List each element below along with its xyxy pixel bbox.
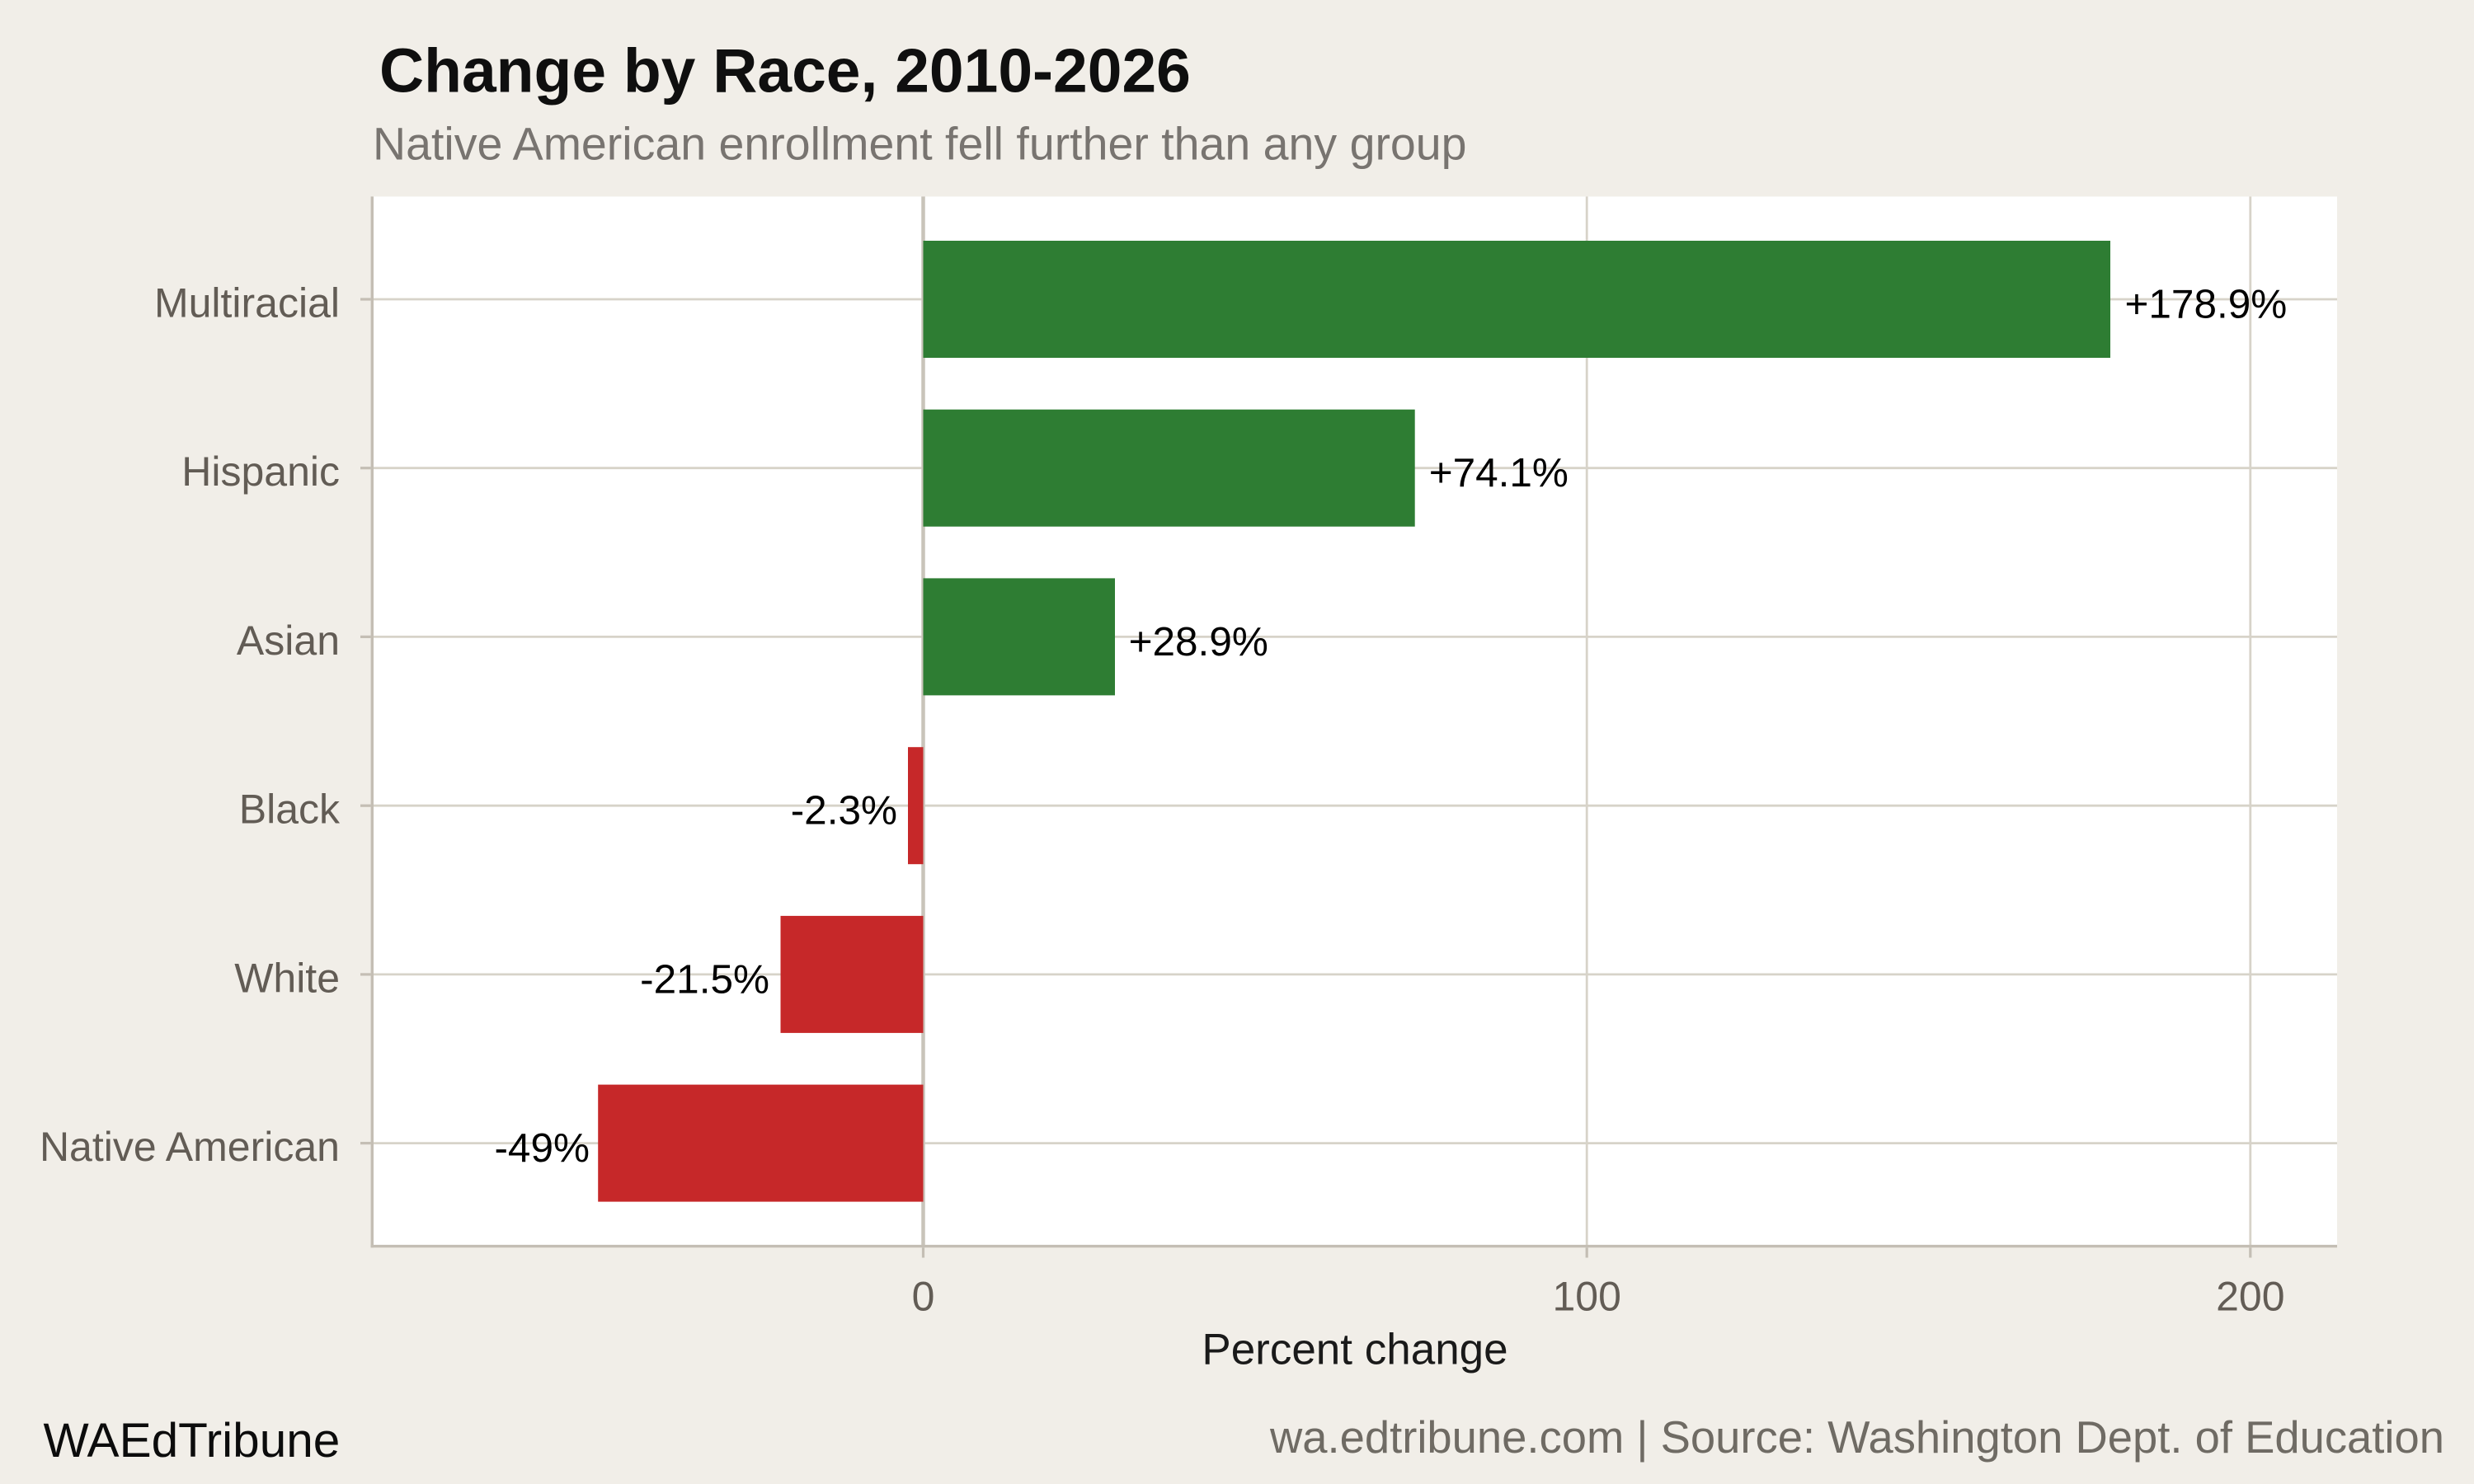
svg-text:White: White [234, 955, 340, 1001]
svg-text:200: 200 [2216, 1274, 2284, 1320]
svg-text:100: 100 [1552, 1274, 1620, 1320]
svg-text:0: 0 [912, 1274, 935, 1320]
svg-text:WAEdTribune: WAEdTribune [44, 1414, 341, 1468]
svg-text:Percent change: Percent change [1202, 1326, 1507, 1374]
svg-text:+28.9%: +28.9% [1129, 619, 1268, 665]
svg-text:-2.3%: -2.3% [791, 788, 897, 834]
svg-text:Black: Black [239, 787, 341, 833]
svg-text:Native American: Native American [40, 1124, 340, 1170]
svg-text:+178.9%: +178.9% [2125, 282, 2288, 327]
svg-text:-21.5%: -21.5% [640, 956, 769, 1002]
svg-text:Asian: Asian [237, 618, 340, 664]
svg-text:wa.edtribune.com | Source: Was: wa.edtribune.com | Source: Washington De… [1269, 1412, 2444, 1463]
svg-text:-49%: -49% [494, 1125, 590, 1171]
svg-text:Hispanic: Hispanic [181, 448, 340, 495]
svg-text:Multiracial: Multiracial [154, 279, 340, 326]
svg-text:Native American enrollment fel: Native American enrollment fell further … [373, 118, 1467, 169]
svg-text:Change by Race, 2010-2026: Change by Race, 2010-2026 [379, 35, 1191, 105]
svg-text:+74.1%: +74.1% [1429, 450, 1569, 495]
